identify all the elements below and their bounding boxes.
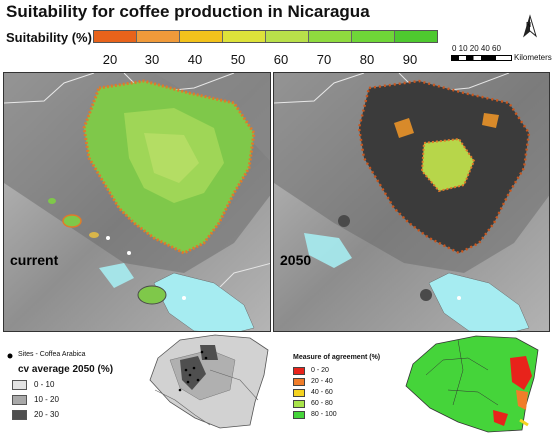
cv-legend-title: cv average 2050 (%)	[18, 364, 114, 375]
agreement-swatch	[293, 400, 305, 408]
suitability-tick: 70	[316, 52, 332, 67]
cv-class-label: 20 - 30	[34, 410, 59, 419]
suitability-swatch	[94, 31, 137, 42]
map-current	[3, 72, 271, 332]
suitability-swatch	[309, 31, 352, 42]
agreement-swatch	[293, 367, 305, 375]
agreement-class-label: 40 - 60	[311, 389, 333, 396]
cv-swatch	[12, 380, 27, 390]
cv-swatch	[12, 395, 27, 405]
scale-numbers: 0 10 20 40 60	[452, 44, 501, 53]
cv-class-label: 0 - 10	[34, 380, 55, 389]
map-title: Suitability for coffee production in Nic…	[6, 2, 370, 21]
agreement-class-label: 20 - 40	[311, 378, 333, 385]
agreement-class-label: 0 - 20	[311, 367, 329, 374]
cv-swatch	[12, 410, 27, 420]
suitability-tick: 60	[273, 52, 289, 67]
future-terrain-map	[274, 73, 549, 331]
scale-bar	[451, 55, 512, 61]
agreement-class-label: 60 - 80	[311, 400, 333, 407]
suitability-tick: 90	[402, 52, 418, 67]
agreement-inset-map	[405, 335, 539, 433]
suitability-swatch	[266, 31, 309, 42]
suitability-swatch	[137, 31, 180, 42]
sites-label: Sites - Coffea Arabica	[18, 351, 86, 358]
agreement-class-label: 80 - 100	[311, 411, 337, 418]
suitability-tick: 50	[230, 52, 246, 67]
current-panel-label: current	[10, 252, 59, 268]
current-terrain-map	[4, 73, 270, 331]
scale-unit: Kilometers	[514, 53, 552, 62]
suitability-swatch	[352, 31, 395, 42]
cv-inset-map	[149, 334, 269, 429]
suitability-swatch	[395, 31, 437, 42]
future-panel-label: 2050	[280, 252, 312, 268]
north-label: N	[526, 22, 532, 29]
cv-class-label: 10 - 20	[34, 395, 59, 404]
suitability-tick: 80	[359, 52, 375, 67]
suitability-swatch	[180, 31, 223, 42]
suitability-legend-label: Suitability (%)	[6, 30, 92, 45]
agreement-swatch	[293, 411, 305, 419]
suitability-tick: 20	[102, 52, 118, 67]
suitability-tick: 30	[144, 52, 160, 67]
agreement-swatch	[293, 378, 305, 386]
suitability-tick: 40	[187, 52, 203, 67]
agreement-swatch	[293, 389, 305, 397]
map-2050	[273, 72, 550, 332]
site-marker-icon	[7, 353, 13, 359]
agreement-legend-title: Measure of agreement (%)	[293, 354, 381, 361]
suitability-color-bar	[93, 30, 438, 43]
suitability-swatch	[223, 31, 266, 42]
north-arrow-icon	[523, 14, 537, 38]
